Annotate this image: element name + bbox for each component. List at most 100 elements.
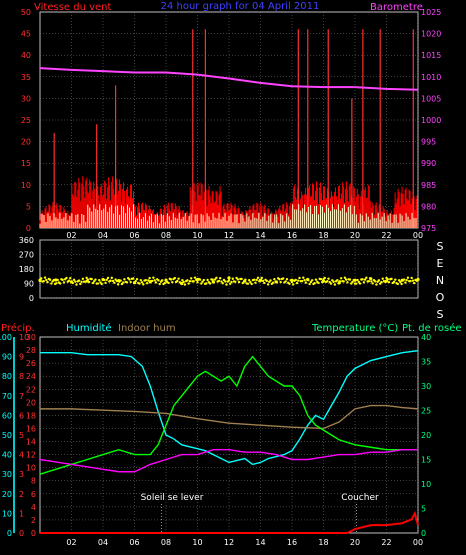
baro-y-tick: 995 [421, 138, 436, 147]
direction-dot [250, 282, 253, 286]
precip-y-tick: 0 [19, 529, 24, 538]
humidity-y-tick: 40 [2, 451, 12, 460]
wind-x-tick: 12 [224, 231, 234, 240]
temp-y-tick: 20 [421, 431, 431, 440]
direction-dot [144, 278, 148, 282]
direction-dot [313, 282, 316, 285]
direction-dot [220, 280, 223, 283]
direction-dot [390, 277, 393, 281]
precip-line [40, 510, 419, 534]
compass-s-bottom: S [437, 308, 444, 321]
direction-dot [344, 278, 348, 281]
baro-y-tick: 1010 [421, 73, 441, 82]
precip-y-tick: 8 [19, 372, 24, 381]
humidity-y-tick: 30 [2, 470, 12, 479]
direction-dot [87, 280, 91, 284]
direction-dot [326, 280, 329, 283]
direction-dot [192, 280, 195, 283]
direction-dot [381, 277, 384, 280]
direction-dot [384, 280, 387, 284]
sunrise-label: Soleil se lever [141, 493, 204, 503]
direction-dot [285, 277, 289, 281]
precip-y-tick: 1 [19, 509, 24, 518]
direction-dot [294, 278, 297, 282]
direction-dot [259, 279, 262, 283]
direction-dot [237, 280, 241, 284]
humidity-inner-y-tick: 26 [26, 359, 36, 368]
humidity-y-tick: 70 [2, 392, 12, 401]
temp-x-tick: 10 [192, 538, 202, 547]
direction-dot [109, 279, 112, 282]
direction-dot [304, 281, 308, 284]
tick-labels: 0510152025303540455097598098599099510001… [0, 8, 441, 547]
direction-dot [363, 278, 367, 281]
direction-dot [242, 280, 246, 283]
temp-x-tick: 18 [318, 538, 328, 547]
humidity-y-tick: 90 [2, 353, 12, 362]
direction-dot [169, 278, 173, 281]
direction-dot [100, 282, 103, 286]
direction-dot [42, 279, 45, 283]
direction-dot [208, 282, 212, 285]
wind-x-tick: 20 [350, 231, 360, 240]
barometer-label: Barometre [370, 2, 423, 13]
precip-y-tick: 6 [19, 411, 24, 420]
direction-dot [84, 280, 87, 283]
direction-dot [106, 276, 110, 280]
barometer-line [39, 67, 419, 91]
direction-dot [157, 279, 160, 282]
direction-dot [402, 278, 406, 281]
direction-dot [227, 279, 231, 282]
temp-y-tick: 40 [421, 333, 431, 342]
direction-dot [142, 283, 145, 286]
direction-dot [271, 281, 275, 284]
direction-dot [85, 276, 88, 280]
wind-x-tick: 14 [255, 231, 265, 240]
direction-dot [261, 279, 265, 283]
compass-n: N [436, 274, 444, 287]
temp-y-tick: 35 [421, 358, 431, 367]
direction-dot [177, 277, 180, 280]
direction-dot [279, 280, 282, 284]
direction-dot [303, 278, 306, 282]
precip-y-tick: 5 [19, 431, 24, 440]
direction-dot [244, 278, 247, 281]
direction-dot [358, 282, 362, 285]
direction-dot [338, 280, 342, 283]
direction-dot [188, 280, 192, 283]
direction-dot [332, 280, 335, 283]
direction-dot [224, 280, 227, 283]
direction-dot [254, 281, 257, 284]
direction-dot [113, 281, 116, 284]
direction-dot [94, 278, 97, 281]
chart-title: 24 hour graph for 04 April 2011 [161, 1, 320, 12]
direction-dot [240, 277, 243, 281]
baro-y-tick: 1005 [421, 94, 441, 103]
direction-dot [217, 279, 221, 283]
direction-point [227, 276, 231, 280]
temp-x-tick: 14 [255, 538, 265, 547]
humidity-y-tick: 0 [7, 529, 12, 538]
direction-dot [355, 282, 358, 285]
direction-dot [125, 281, 129, 284]
baro-y-tick: 1000 [421, 116, 441, 125]
chart-marks [13, 29, 420, 534]
direction-dot [373, 280, 377, 283]
direction-dot [404, 281, 407, 284]
direction-dot [413, 281, 416, 285]
baro-y-tick: 975 [421, 224, 436, 233]
direction-dot [77, 279, 81, 282]
temp-x-tick: 22 [381, 538, 391, 547]
direction-dot [147, 279, 150, 282]
wind-x-tick: 08 [161, 231, 171, 240]
humidity-y-tick: 60 [2, 411, 12, 420]
direction-dot [247, 279, 251, 282]
direction-dot [348, 278, 352, 281]
direction-dot [405, 278, 408, 282]
humidity-inner-y-tick: 30 [26, 333, 36, 342]
humidity-inner-y-tick: 20 [26, 398, 36, 407]
direction-dot [128, 278, 131, 281]
direction-dot [298, 276, 301, 280]
direction-dot [410, 276, 413, 280]
